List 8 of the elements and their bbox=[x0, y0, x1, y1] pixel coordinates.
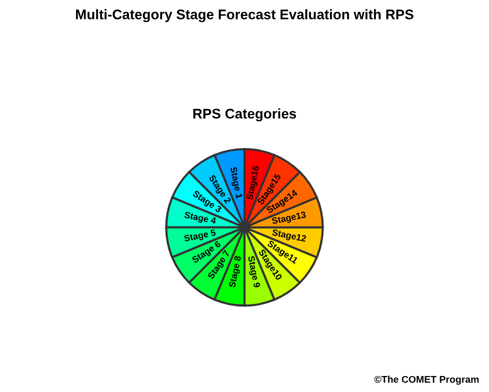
text: ©The COMET Program bbox=[374, 376, 479, 385]
slice-label: Stage 5 bbox=[184, 229, 216, 244]
slice-label: Stage 4 bbox=[184, 211, 216, 226]
chart-title: Multi-Category Stage Forecast Evaluation with RPS bbox=[76, 9, 414, 22]
slice-label: Stage 8 bbox=[228, 256, 243, 288]
slice-label: Stage 9 bbox=[246, 256, 260, 288]
chart-subtitle: RPS Categories bbox=[193, 108, 296, 122]
slice-label: Stage13 bbox=[272, 211, 306, 226]
